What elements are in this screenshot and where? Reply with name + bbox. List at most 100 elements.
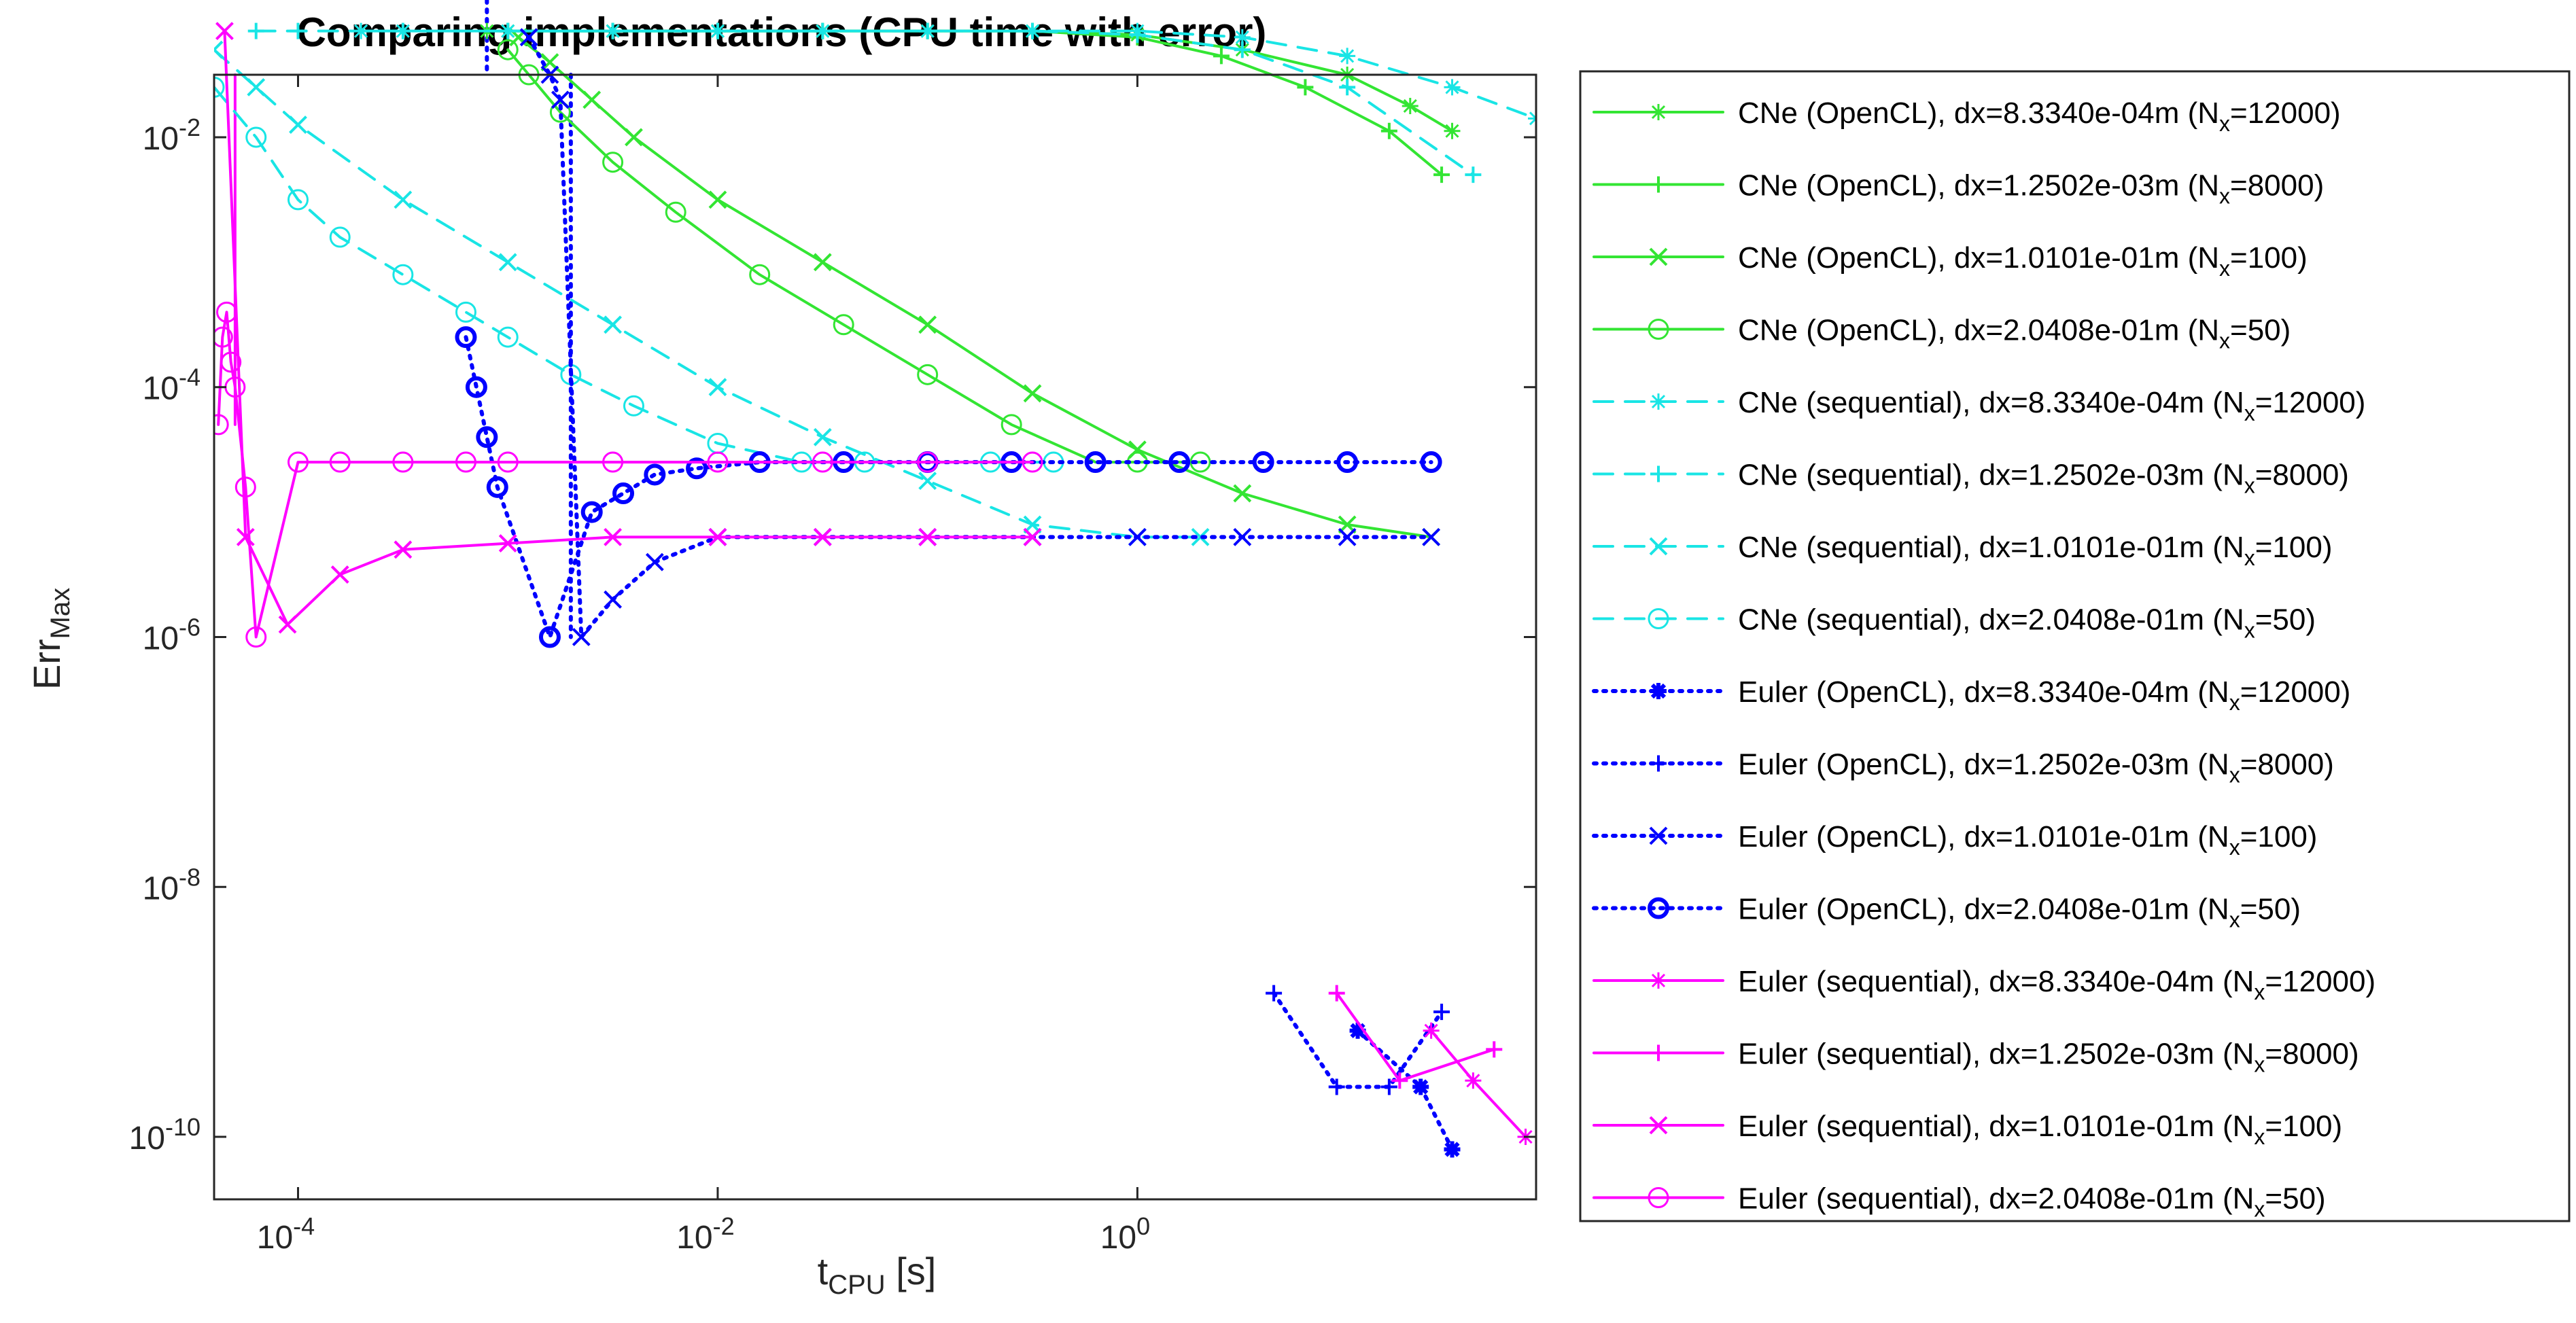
legend-marker: [1650, 683, 1667, 699]
data-point: [602, 152, 624, 173]
data-point: [1422, 527, 1441, 546]
data-point: [604, 22, 621, 39]
data-point: [709, 22, 726, 39]
data-point: [1380, 1078, 1397, 1095]
data-point: [216, 301, 238, 323]
data-point: [644, 463, 666, 486]
data-point: [498, 534, 517, 552]
x-axis-label-main: t: [818, 1250, 829, 1292]
legend-label: Euler (OpenCL), dx=1.2502e-03m (Nx=8000): [1738, 748, 2334, 788]
data-point: [582, 90, 602, 109]
data-point: [1402, 97, 1418, 114]
data-point: [476, 426, 498, 448]
legend-marker: [1650, 972, 1667, 989]
series-line-16: [217, 311, 1034, 639]
x-axis-label: tCPU [s]: [818, 1250, 937, 1300]
data-point: [1233, 484, 1252, 503]
legend-marker: [1650, 465, 1667, 482]
data-point: [1234, 41, 1251, 58]
data-point: [247, 77, 266, 96]
data-point: [1023, 527, 1042, 546]
data-point: [625, 128, 643, 147]
data-point: [214, 326, 233, 348]
data-point: [708, 190, 727, 209]
data-point: [1433, 166, 1450, 183]
data-point: [1444, 79, 1461, 96]
data-point: [247, 22, 264, 39]
data-point: [1338, 527, 1357, 546]
data-point: [549, 101, 571, 123]
y-tick-label: 10-6: [143, 614, 201, 657]
data-point: [1391, 1072, 1408, 1089]
axis-ticks: 10-4 10-2 100 10-10 10-8 10-6 10-4 10-2: [129, 75, 1536, 1256]
data-point: [918, 472, 937, 491]
data-point: [1433, 1004, 1450, 1021]
data-point: [497, 39, 519, 60]
legend-label: CNe (OpenCL), dx=1.0101e-01m (Nx=100): [1738, 241, 2308, 281]
data-point: [234, 476, 256, 498]
data-point: [1339, 48, 1356, 65]
data-point: [330, 565, 349, 584]
data-point: [812, 451, 833, 473]
y-axis-label: ErrMax: [25, 588, 75, 690]
legend-marker: [1650, 393, 1667, 410]
legend-label: Euler (OpenCL), dx=2.0408e-01m (Nx=50): [1738, 893, 2301, 932]
data-point: [1412, 1078, 1429, 1095]
data-point: [1189, 451, 1211, 473]
legend-item-15: Euler (sequential), dx=1.0101e-01m (Nx=1…: [1592, 1110, 2342, 1149]
data-point: [708, 527, 727, 546]
legend-item-16: Euler (sequential), dx=2.0408e-01m (Nx=5…: [1592, 1182, 2326, 1222]
data-point: [833, 314, 854, 336]
legend-marker: [1649, 247, 1668, 266]
legend-marker: [1649, 826, 1668, 845]
data-point: [572, 628, 591, 646]
data-point: [1266, 985, 1283, 1002]
data-point: [1328, 1078, 1345, 1095]
data-point: [392, 264, 414, 285]
series-line-11: [527, 35, 1433, 639]
data-point: [329, 451, 351, 473]
data-point: [214, 40, 224, 59]
data-point: [813, 527, 832, 546]
legend-item-8: CNe (sequential), dx=2.0408e-01m (Nx=50): [1592, 603, 2316, 643]
legend-item-12: Euler (OpenCL), dx=2.0408e-01m (Nx=50): [1592, 893, 2301, 932]
legend-box: [1579, 70, 2571, 1222]
data-point: [814, 22, 831, 39]
data-point: [455, 326, 477, 349]
legend-marker: [1650, 755, 1667, 772]
data-point: [1084, 451, 1107, 474]
data-point: [220, 351, 242, 373]
legend-label: Euler (sequential), dx=8.3340e-04m (Nx=1…: [1738, 965, 2375, 1004]
data-point: [1465, 1072, 1482, 1089]
data-point: [289, 116, 307, 134]
legend-item-13: Euler (sequential), dx=8.3340e-04m (Nx=1…: [1592, 965, 2375, 1004]
y-tick-label: 10-8: [143, 863, 201, 906]
data-point: [580, 501, 603, 523]
data-point: [665, 201, 686, 223]
data-point: [604, 590, 623, 609]
data-point: [707, 451, 729, 473]
data-point: [1486, 1041, 1503, 1058]
legend-item-1: CNe (OpenCL), dx=8.3340e-04m (Nx=12000): [1592, 96, 2341, 136]
data-point: [1420, 451, 1442, 474]
data-point: [749, 264, 771, 285]
series-16: [214, 301, 1043, 648]
series-15: [215, 22, 1042, 634]
series-7: [214, 40, 1210, 546]
x-tick-label: 10-2: [676, 1212, 734, 1256]
legend-label: CNe (sequential), dx=2.0408e-01m (Nx=50): [1738, 603, 2316, 643]
legend-item-11: Euler (OpenCL), dx=1.0101e-01m (Nx=100): [1592, 820, 2317, 860]
legend-item-4: CNe (OpenCL), dx=2.0408e-01m (Nx=50): [1592, 314, 2291, 353]
data-point: [245, 627, 267, 648]
legend-label: Euler (sequential), dx=1.0101e-01m (Nx=1…: [1738, 1110, 2342, 1149]
data-point: [214, 76, 225, 98]
legend-item-9: Euler (OpenCL), dx=8.3340e-04m (Nx=12000…: [1592, 675, 2350, 715]
series-layer: [214, 0, 1536, 1158]
data-point: [394, 190, 413, 209]
y-tick-label: 10-4: [143, 364, 201, 407]
legend-label: CNe (sequential), dx=8.3340e-04m (Nx=120…: [1738, 386, 2365, 425]
legend-label: CNe (OpenCL), dx=8.3340e-04m (Nx=12000): [1738, 96, 2341, 136]
legend-label: Euler (OpenCL), dx=1.0101e-01m (Nx=100): [1738, 820, 2317, 860]
data-point: [1000, 414, 1022, 436]
